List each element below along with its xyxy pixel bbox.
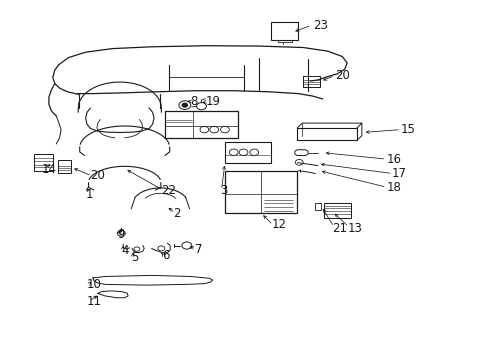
Text: 4: 4: [121, 244, 128, 257]
Text: 22: 22: [161, 184, 176, 197]
Bar: [224, 171, 297, 213]
Text: 17: 17: [390, 167, 406, 180]
Bar: [34, 154, 53, 171]
Text: 1: 1: [85, 188, 93, 201]
Text: 6: 6: [162, 249, 169, 262]
Bar: [224, 142, 271, 163]
Text: 12: 12: [271, 219, 286, 231]
Text: 9: 9: [117, 228, 124, 241]
Text: 2: 2: [173, 207, 181, 220]
Bar: [271, 22, 298, 40]
Text: 7: 7: [194, 243, 202, 256]
Text: 5: 5: [131, 251, 138, 264]
Text: 21: 21: [332, 222, 347, 235]
Text: 20: 20: [90, 169, 105, 182]
Text: 18: 18: [386, 181, 400, 194]
Bar: [315, 203, 321, 210]
Text: 10: 10: [87, 278, 102, 291]
Text: 13: 13: [346, 222, 361, 235]
Text: 19: 19: [205, 95, 220, 108]
Text: 8: 8: [190, 95, 198, 108]
Text: 14: 14: [41, 163, 57, 176]
Text: 11: 11: [87, 295, 102, 308]
Bar: [303, 76, 320, 87]
Bar: [323, 203, 350, 218]
Circle shape: [182, 103, 187, 107]
Bar: [58, 160, 71, 173]
Text: 16: 16: [386, 153, 401, 166]
Text: 20: 20: [334, 69, 349, 82]
Bar: [165, 111, 237, 138]
Text: 23: 23: [312, 19, 327, 32]
Text: 15: 15: [400, 123, 415, 136]
Text: 3: 3: [220, 184, 227, 197]
